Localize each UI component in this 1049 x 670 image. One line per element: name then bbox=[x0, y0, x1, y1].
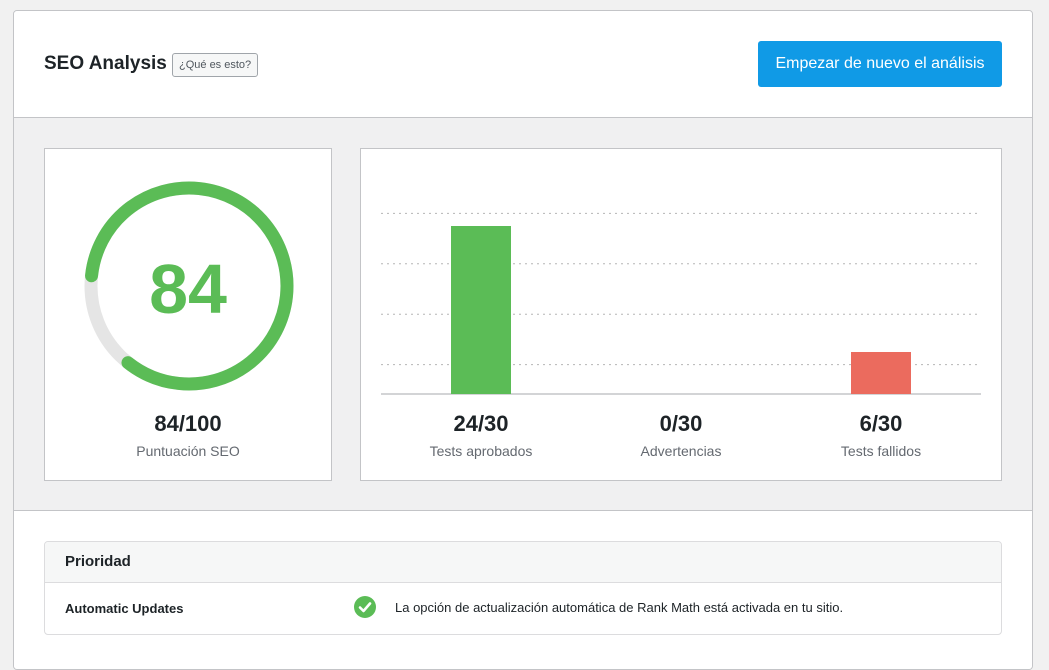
bar-category-label: Tests fallidos bbox=[840, 443, 922, 459]
header: SEO Analysis ¿Qué es esto? Empezar de nu… bbox=[14, 11, 1032, 118]
score-card: 84 84/100 Puntuación SEO bbox=[44, 148, 332, 481]
page-title: SEO Analysis bbox=[44, 53, 167, 74]
tests-chart-card: 24/30 Tests aprobados 0/30 Advertencias 6/30… bbox=[360, 148, 1002, 481]
bar-value-label: 24/30 bbox=[453, 411, 509, 436]
bar-3 bbox=[851, 352, 911, 394]
restart-analysis-button[interactable]: Empezar de nuevo el análisis bbox=[758, 41, 1002, 87]
score-fraction: 84/100 bbox=[154, 411, 222, 436]
test-name: Automatic Updates bbox=[65, 601, 184, 616]
bar-category-label: Advertencias bbox=[640, 443, 722, 459]
score-value: 84 bbox=[149, 250, 227, 328]
score-ring bbox=[84, 181, 294, 391]
results-section: Prioridad Automatic Updates La opción de… bbox=[14, 511, 1032, 669]
bar-category-label: Tests aprobados bbox=[429, 443, 533, 459]
bar-value-label: 6/30 bbox=[859, 411, 903, 436]
stats-section: 84 84/100 Puntuación SEO 24/30 Tests apro… bbox=[14, 118, 1032, 511]
bar-1 bbox=[451, 226, 511, 394]
what-is-this-link[interactable]: ¿Qué es esto? bbox=[172, 53, 259, 77]
check-circle-icon bbox=[354, 596, 376, 618]
bar-value-label: 0/30 bbox=[659, 411, 703, 436]
priority-table: Prioridad Automatic Updates La opción de… bbox=[44, 541, 1002, 635]
table-row: Automatic Updates La opción de actualiza… bbox=[45, 583, 1001, 634]
seo-analysis-panel: SEO Analysis ¿Qué es esto? Empezar de nu… bbox=[13, 10, 1033, 670]
score-ring-fill bbox=[84, 181, 294, 391]
test-message: La opción de actualización automática de… bbox=[395, 600, 844, 615]
score-label: Puntuación SEO bbox=[136, 443, 240, 459]
tests-bar-chart bbox=[381, 212, 981, 395]
priority-heading: Prioridad bbox=[45, 542, 1001, 583]
